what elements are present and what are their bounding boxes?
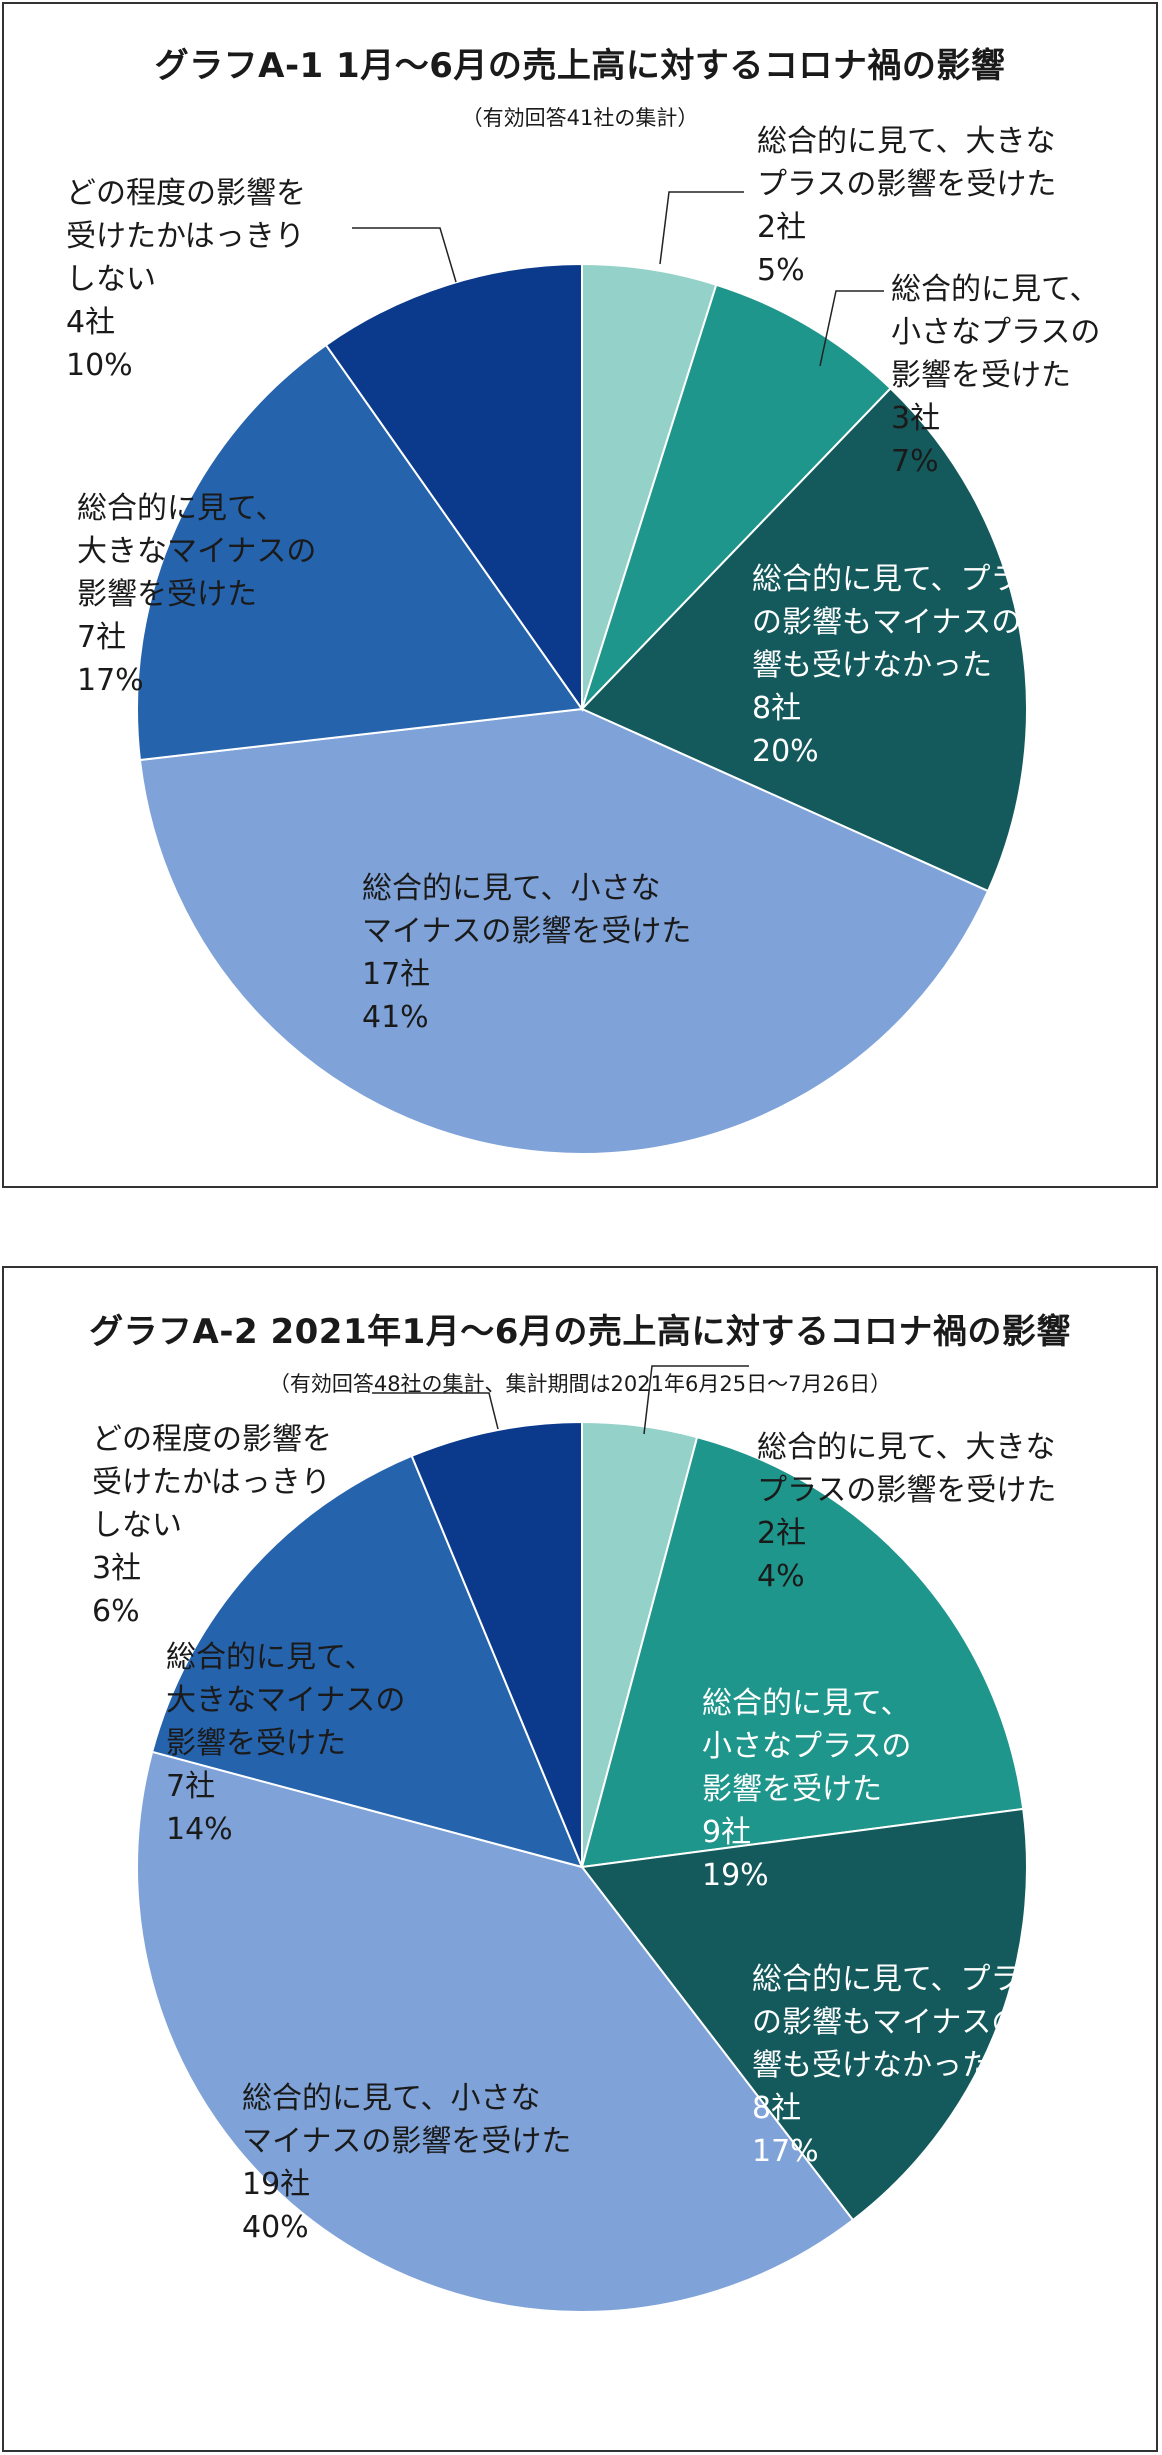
chart-a1-panel: グラフA-1 1月～6月の売上高に対するコロナ禍の影響 （有効回答41社の集計）… [2,2,1158,1188]
slice-label-small-minus: 総合的に見て、小さな マイナスの影響を受けた 17社 41% [362,871,692,1035]
pie-slice-large-minus [150,1454,584,1869]
slice-label-small-plus: 総合的に見て、 小さなプラスの 影響を受けた 3社 7% [891,272,1101,479]
slice-label-small-plus: 総合的に見て、 小さなプラスの 影響を受けた 9社 19% [702,1686,912,1893]
slice-label-no-impact: 総合的に見て、プラス の影響もマイナスの影 響も受けなかった 8社 20% [752,562,1052,769]
leader-line-large-plus [643,1365,749,1435]
slice-label-no-impact: 総合的に見て、プラス の影響もマイナスの影 響も受けなかった 8社 17% [752,1962,1052,2169]
leader-line-small-plus [819,290,884,367]
pie-chart-a1 [136,191,1028,1155]
pie-slice-unclear [410,1420,583,1868]
pie-slice-small-minus [138,707,990,1155]
chart-title: グラフA-2 2021年1月～6月の売上高に対するコロナ禍の影響 [89,1312,1071,1352]
leader-line-unclear [352,227,457,283]
slice-label-small-minus: 総合的に見て、小さな マイナスの影響を受けた 19社 40% [242,2081,572,2245]
slice-label-large-plus: 総合的に見て、大きな プラスの影響を受けた 2社 4% [757,1430,1057,1594]
chart-subtitle: （有効回答48社の集計、集計期間は2021年6月25日～7月26日） [268,1372,892,1396]
pie-slice-small-minus [136,1750,855,2313]
pie-chart-a2 [136,1365,1028,2313]
chart-subtitle: （有効回答41社の集計） [461,106,699,130]
slice-label-unclear: どの程度の影響を 受けたかはっきり しない 4社 10% [66,176,306,383]
pie-slice-large-minus [136,343,584,762]
chart-title: グラフA-1 1月～6月の売上高に対するコロナ禍の影響 [154,46,1006,86]
leader-line-large-plus [659,191,744,265]
pie-slice-no-impact [580,1807,1028,2222]
chart-a2-panel: グラフA-2 2021年1月～6月の売上高に対するコロナ禍の影響 （有効回答48… [2,1266,1158,2452]
slice-label-large-minus: 総合的に見て、 大きなマイナスの 影響を受けた 7社 14% [166,1640,406,1847]
leader-line-unclear [372,1392,499,1430]
pie-slice-no-impact [580,386,1028,893]
slice-label-large-minus: 総合的に見て、 大きなマイナスの 影響を受けた 7社 17% [77,491,317,698]
slice-label-unclear: どの程度の影響を 受けたかはっきり しない 3社 6% [92,1422,332,1629]
pie-slice-small-plus [580,1435,1025,1869]
slice-label-large-plus: 総合的に見て、大きな プラスの影響を受けた 2社 5% [757,124,1057,288]
pie-slice-small-plus [581,283,892,710]
pie-slice-unclear [324,262,583,713]
